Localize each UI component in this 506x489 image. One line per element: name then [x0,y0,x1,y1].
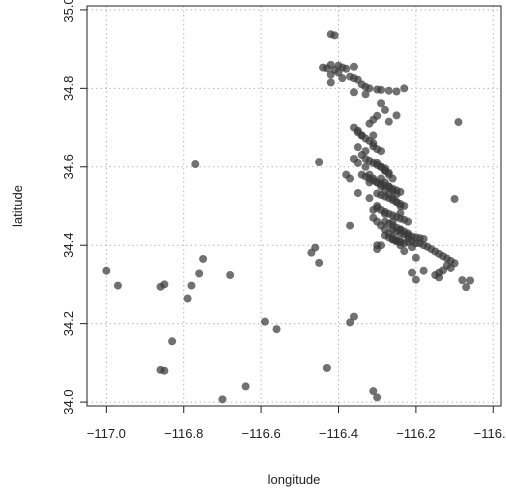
data-point [373,202,382,210]
x-tick-label: −116.8 [164,426,203,441]
data-point [380,105,389,114]
data-point [365,194,374,203]
data-point [450,194,459,203]
data-point [361,90,370,99]
data-point [365,84,374,93]
data-point [380,209,389,218]
y-axis-label: latitude [10,185,25,227]
y-tick-label: 34.8 [61,76,76,101]
data-point [307,248,316,257]
x-tick-label: −116.6 [242,426,281,441]
x-tick-label: −117.0 [87,426,126,441]
data-point [396,225,405,234]
data-point [377,85,386,94]
y-tick-label: 35.0 [61,0,76,23]
data-point [466,276,475,285]
grid [87,6,501,406]
data-point [156,365,165,374]
y-tick-label: 34.6 [61,154,76,179]
x-tick-label: −116.2 [396,426,435,441]
x-tick-label: −116.0 [474,426,506,441]
data-point [322,363,331,372]
data-point [408,237,417,246]
data-point [365,178,374,187]
data-point [342,64,351,73]
data-point [415,239,424,248]
data-point [446,263,455,272]
data-point [315,258,324,267]
data-point [241,382,250,391]
y-tick-label: 34.4 [61,233,76,258]
x-axis-label: longitude [268,472,321,487]
data-point [218,395,227,404]
data-point [342,170,351,179]
data-point [392,190,401,199]
data-point [349,62,358,71]
data-point [346,318,355,327]
data-points [102,30,475,404]
data-point [102,266,111,275]
data-point [377,147,386,156]
data-point [392,87,401,96]
data-point [458,276,467,285]
data-point [346,221,355,230]
x-tick-label: −116.4 [319,426,358,441]
data-point [400,247,409,256]
data-point [330,31,339,40]
data-point [396,202,405,210]
data-point [454,118,463,127]
data-point [365,119,374,128]
data-point [326,78,335,87]
data-point [357,151,366,160]
data-point [338,74,347,83]
data-point [419,266,428,275]
data-point [349,88,358,97]
data-point [400,84,409,93]
y-tick-label: 34.2 [61,311,76,336]
data-point [388,217,397,226]
data-point [369,387,378,396]
data-point [377,99,386,108]
data-point [113,281,122,290]
data-point [168,337,177,346]
data-point [187,281,196,290]
data-point [349,312,358,321]
data-point [226,271,235,280]
data-point [326,70,335,79]
data-point [195,269,204,278]
data-point [388,174,397,183]
data-point [411,253,420,262]
data-point [373,111,382,120]
data-point [272,325,281,334]
data-point [369,131,378,140]
data-point [183,294,192,303]
data-point [353,189,362,198]
data-point [396,241,405,250]
plot-frame [86,5,502,407]
data-point [353,143,362,152]
data-point [408,268,417,277]
data-point [160,280,169,289]
data-point [392,111,401,120]
data-point [199,254,208,263]
data-point [384,86,393,95]
data-point [373,393,382,402]
data-point [411,275,420,284]
y-tick-label: 34.0 [61,389,76,414]
y-axis: 34.0 34.2 34.4 34.6 34.8 35.0 [61,0,87,415]
data-point [353,158,362,167]
data-point [435,273,444,282]
data-point [322,64,331,73]
data-point [384,117,393,126]
data-point [408,243,417,252]
data-point [361,162,370,171]
data-point [377,241,386,250]
data-point [462,283,471,292]
data-point [404,217,413,226]
data-point [191,160,200,169]
data-point [315,158,324,167]
data-point [260,317,269,326]
x-axis: −117.0 −116.8 −116.6 −116.4 −116.2 −116.0 [87,406,506,441]
